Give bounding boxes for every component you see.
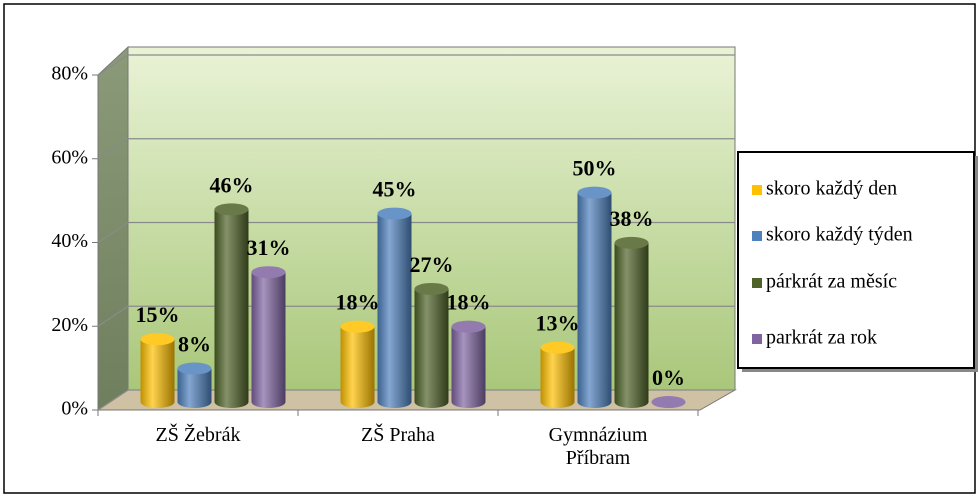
legend-label: skoro každý týden <box>766 224 913 246</box>
legend <box>737 151 975 369</box>
y-tick-label: 20% <box>51 314 88 336</box>
bar <box>377 213 412 408</box>
value-label: 18% <box>447 290 491 315</box>
bar <box>451 326 486 408</box>
bar <box>540 347 575 408</box>
bar-top <box>377 207 412 220</box>
grid-line <box>97 305 735 327</box>
value-label: 50% <box>573 156 617 181</box>
bar <box>140 339 175 408</box>
legend-swatch <box>752 278 762 288</box>
bar-top <box>214 203 249 216</box>
bar-top <box>614 236 649 249</box>
value-label: 45% <box>373 177 417 202</box>
bar <box>577 192 612 408</box>
y-tick-label: 60% <box>51 146 88 168</box>
x-tick-label: ZŠ Praha <box>361 424 435 446</box>
y-tick-label: 40% <box>51 230 88 252</box>
x-tick-label: Gymnázium Příbram <box>548 424 648 469</box>
bar-top <box>177 362 212 375</box>
bar-top <box>340 320 375 333</box>
value-label: 38% <box>610 206 654 231</box>
bar-top <box>451 320 486 333</box>
legend-swatch <box>752 334 762 344</box>
bar <box>177 368 212 408</box>
legend-label: skoro každý den <box>766 178 897 200</box>
value-label: 13% <box>536 311 580 336</box>
grid-line <box>97 138 735 160</box>
legend-swatch <box>752 231 762 241</box>
y-tick-label: 0% <box>61 398 88 420</box>
bar-top <box>651 396 686 408</box>
value-label: 31% <box>247 235 291 260</box>
bar-top <box>140 333 175 346</box>
value-label: 8% <box>178 332 211 357</box>
bar-top <box>251 266 286 279</box>
bar <box>414 288 449 408</box>
bar <box>614 242 649 408</box>
grid-line <box>97 389 735 411</box>
bar <box>214 209 249 408</box>
bar-top <box>414 282 449 295</box>
bar-top <box>540 341 575 354</box>
value-label: 0% <box>652 365 685 390</box>
y-tick-label: 80% <box>51 63 88 85</box>
bar <box>340 326 375 408</box>
x-tick-label: ZŠ Žebrák <box>155 424 241 446</box>
side-wall <box>97 45 129 411</box>
legend-swatch <box>752 185 762 195</box>
value-label: 46% <box>210 172 254 197</box>
legend-label: parkrát za rok <box>766 327 877 349</box>
legend-label: párkrát za měsíc <box>766 271 897 293</box>
value-label: 15% <box>136 302 180 327</box>
grid-line <box>97 221 735 243</box>
bar-top <box>577 186 612 199</box>
value-label: 18% <box>336 290 380 315</box>
value-label: 27% <box>410 252 454 277</box>
grid-line <box>97 54 735 76</box>
bar <box>251 272 286 408</box>
